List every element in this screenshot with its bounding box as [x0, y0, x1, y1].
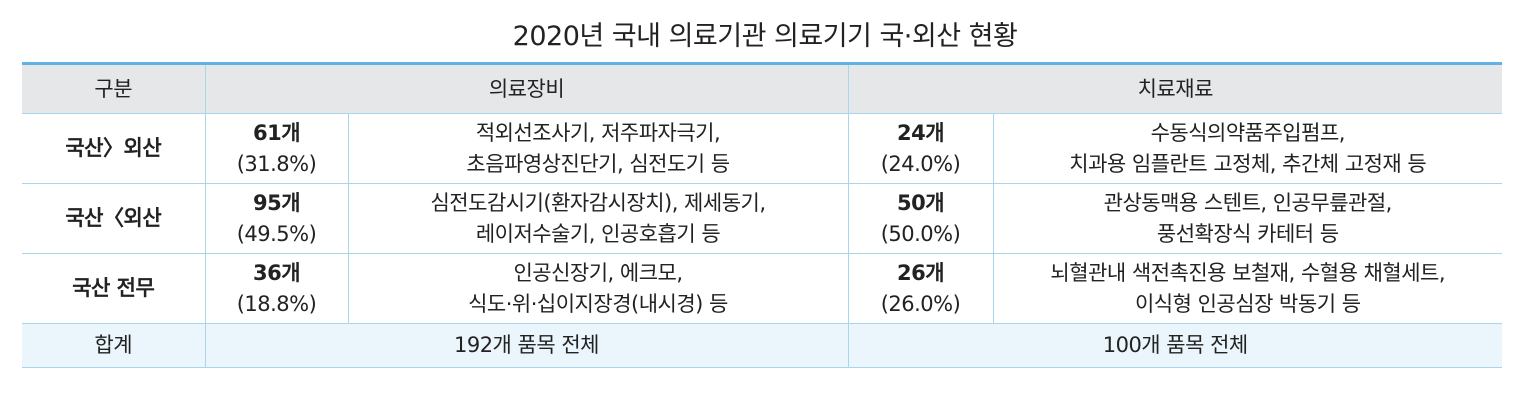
table-row: 국산〈외산 95개 (49.5%) 심전도감시기(환자감시장치), 제세동기, 레이저수…: [22, 183, 1502, 254]
items-cell: 뇌혈관내 색전촉진용 보철재, 수혈용 채혈세트, 이식형 인공심장 박동기 등: [992, 253, 1502, 324]
item-line: 식도·위·십이지장경(내시경) 등: [468, 291, 728, 316]
item-line: 초음파영상진단기, 심전도기 등: [466, 151, 730, 176]
items-cell: 인공신장기, 에크모, 식도·위·십이지장경(내시경) 등: [347, 253, 849, 324]
count-cell: 95개 (49.5%): [204, 183, 349, 254]
table-row: 국산〉외산 61개 (31.8%) 적외선조사기, 저주파자극기, 초음파영상진단기, …: [22, 113, 1502, 184]
percent: (50.0%): [880, 221, 961, 246]
percent: (31.8%): [236, 151, 317, 176]
total-label: 합계: [22, 323, 206, 368]
item-line: 관상동맥용 스텐트, 인공무릎관절,: [1103, 190, 1393, 215]
count-cell: 50개 (50.0%): [847, 183, 994, 254]
row-label: 국산〈외산: [22, 183, 206, 254]
row-label: 국산〉외산: [22, 113, 206, 184]
item-line: 인공신장기, 에크모,: [513, 260, 683, 285]
header-cell: 의료장비: [204, 63, 849, 114]
row-label: 국산 전무: [22, 253, 206, 324]
total-cell: 100개 품목 전체: [847, 323, 1502, 368]
item-line: 레이저수술기, 인공호흡기 등: [475, 221, 721, 246]
title: 2020년 국내 의료기관 의료기기 국·외산 현황: [512, 21, 1018, 52]
count-cell: 61개 (31.8%): [204, 113, 349, 184]
count: 26개: [896, 260, 945, 285]
item-line: 뇌혈관내 색전촉진용 보철재, 수혈용 채혈세트,: [1050, 260, 1446, 285]
items-cell: 수동식의약품주입펌프, 치과용 임플란트 고정체, 추간체 고정재 등: [992, 113, 1502, 184]
total-row: 합계 192개 품목 전체 100개 품목 전체: [22, 323, 1502, 368]
header-cell: 치료재료: [847, 63, 1502, 114]
count-cell: 36개 (18.8%): [204, 253, 349, 324]
header-cell: 구분: [22, 63, 206, 114]
count: 61개: [252, 120, 301, 145]
item-line: 심전도감시기(환자감시장치), 제세동기,: [430, 190, 766, 215]
count-cell: 26개 (26.0%): [847, 253, 994, 324]
item-line: 풍선확장식 카테터 등: [1156, 221, 1339, 246]
percent: (49.5%): [236, 221, 317, 246]
total-cell: 192개 품목 전체: [204, 323, 849, 368]
data-table: 구분 의료장비 치료재료 국산〉외산 61개 (31.8%) 적외선조사기, 저주파자…: [22, 62, 1502, 368]
count: 50개: [896, 190, 945, 215]
count-cell: 24개 (24.0%): [847, 113, 994, 184]
items-cell: 관상동맥용 스텐트, 인공무릎관절, 풍선확장식 카테터 등: [992, 183, 1502, 254]
count: 95개: [252, 190, 301, 215]
item-line: 수동식의약품주입펌프,: [1150, 120, 1346, 145]
item-line: 적외선조사기, 저주파자극기,: [475, 120, 721, 145]
item-line: 치과용 임플란트 고정체, 추간체 고정재 등: [1069, 151, 1427, 176]
percent: (26.0%): [880, 291, 961, 316]
count: 24개: [896, 120, 945, 145]
item-line: 이식형 인공심장 박동기 등: [1134, 291, 1361, 316]
table-row: 국산 전무 36개 (18.8%) 인공신장기, 에크모, 식도·위·십이지장경(내시경…: [22, 253, 1502, 324]
items-cell: 심전도감시기(환자감시장치), 제세동기, 레이저수술기, 인공호흡기 등: [347, 183, 849, 254]
count: 36개: [252, 260, 301, 285]
percent: (18.8%): [236, 291, 317, 316]
items-cell: 적외선조사기, 저주파자극기, 초음파영상진단기, 심전도기 등: [347, 113, 849, 184]
percent: (24.0%): [880, 151, 961, 176]
